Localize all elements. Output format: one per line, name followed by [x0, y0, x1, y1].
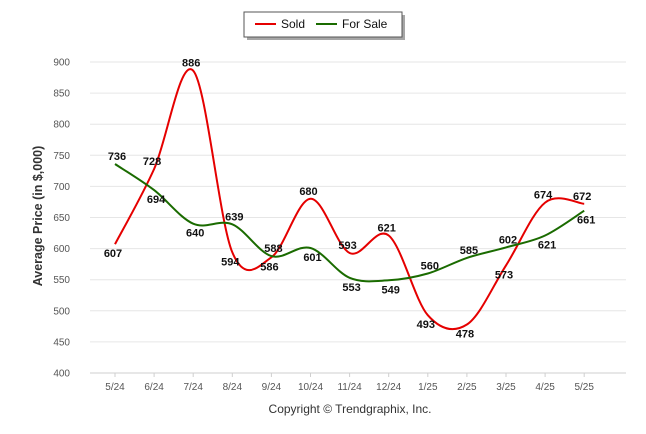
data-label-for-sale: 601 [303, 252, 321, 264]
x-tick-label: 12/24 [376, 382, 401, 393]
data-label-for-sale: 560 [421, 260, 439, 272]
data-label-sold: 674 [534, 190, 553, 202]
x-tick-labels: 5/24 6/24 7/24 8/24 9/24 10/24 11/24 12/24 1/25 2… [105, 382, 594, 393]
x-tick-label: 2/25 [457, 382, 477, 393]
copyright-text: Copyright © Trendgraphix, Inc. [269, 402, 432, 416]
x-tick-label: 3/25 [496, 382, 516, 393]
x-tick-label: 5/25 [574, 382, 594, 393]
data-label-sold: 573 [495, 269, 513, 281]
y-tick-label: 800 [53, 120, 70, 131]
y-axis-title: Average Price (in $,000) [31, 146, 45, 287]
data-label-sold: 886 [182, 58, 200, 70]
data-label-sold: 680 [299, 186, 317, 198]
y-tick-label: 700 [53, 182, 70, 193]
y-tick-label: 650 [53, 213, 70, 224]
data-label-sold: 728 [143, 156, 161, 168]
y-tick-label: 550 [53, 275, 70, 286]
legend-item-for-sale[interactable]: For Sale [316, 17, 388, 31]
y-tick-label: 400 [53, 369, 70, 380]
y-tick-labels: 400 450 500 550 600 650 700 750 800 850 900 [53, 58, 70, 380]
data-label-sold: 493 [417, 319, 435, 331]
series-line-for-sale [114, 163, 585, 283]
data-label-sold: 478 [456, 328, 474, 340]
y-tick-label: 850 [53, 89, 70, 100]
x-tick-label: 5/24 [105, 382, 125, 393]
x-tick-label: 9/24 [262, 382, 282, 393]
y-tick-label: 750 [53, 151, 70, 162]
x-tick-label: 1/25 [418, 382, 438, 393]
data-label-for-sale: 588 [264, 243, 282, 255]
data-label-sold: 586 [260, 261, 278, 273]
legend-label-sold: Sold [281, 17, 305, 31]
data-label-for-sale: 553 [342, 282, 360, 294]
y-tick-label: 900 [53, 58, 70, 69]
data-label-sold: 593 [338, 240, 356, 252]
legend-label-for-sale: For Sale [342, 17, 388, 31]
data-label-for-sale: 640 [186, 228, 204, 240]
data-label-for-sale: 694 [147, 194, 166, 206]
axes [90, 372, 626, 377]
data-label-for-sale: 736 [108, 151, 126, 163]
data-label-for-sale: 661 [577, 215, 595, 227]
legend-item-sold[interactable]: Sold [255, 17, 305, 31]
data-label-sold: 607 [104, 248, 122, 260]
x-tick-label: 10/24 [298, 382, 323, 393]
x-tick-label: 11/24 [337, 382, 362, 393]
data-label-sold: 594 [221, 256, 240, 268]
legend: Sold For Sale [243, 11, 405, 40]
data-label-for-sale: 585 [460, 245, 478, 257]
x-tick-label: 7/24 [183, 382, 203, 393]
data-label-sold: 672 [573, 191, 591, 203]
y-tick-label: 500 [53, 306, 70, 317]
y-tick-label: 600 [53, 244, 70, 255]
data-labels: 607 728 886 594 586 680 593 621 493 478 573 674 672 7… [104, 58, 596, 341]
grid-lines [90, 61, 626, 343]
data-label-for-sale: 621 [538, 240, 556, 252]
x-tick-label: 6/24 [144, 382, 164, 393]
x-tick-label: 8/24 [223, 382, 243, 393]
series-line-sold [114, 68, 585, 331]
data-label-for-sale: 602 [499, 234, 517, 246]
series-lines [114, 68, 585, 331]
y-tick-label: 450 [53, 337, 70, 348]
x-tick-label: 4/25 [535, 382, 555, 393]
data-label-for-sale: 639 [225, 211, 243, 223]
data-label-for-sale: 549 [382, 284, 400, 296]
data-label-sold: 621 [378, 223, 396, 235]
